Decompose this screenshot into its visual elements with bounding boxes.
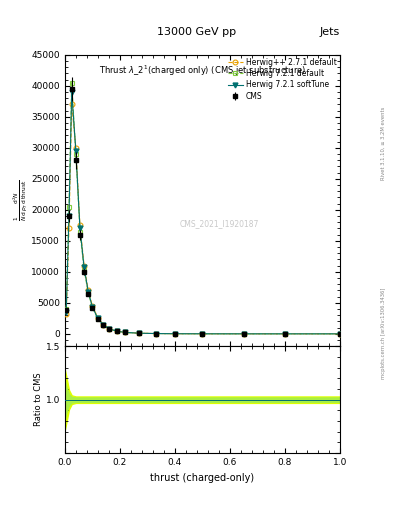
Line: Herwig 7.2.1 default: Herwig 7.2.1 default: [64, 80, 342, 336]
Text: Jets: Jets: [320, 27, 340, 37]
Legend: Herwig++ 2.7.1 default, Herwig 7.2.1 default, Herwig 7.2.1 softTune, CMS: Herwig++ 2.7.1 default, Herwig 7.2.1 def…: [226, 56, 338, 102]
Line: Herwig 7.2.1 softTune: Herwig 7.2.1 softTune: [64, 90, 342, 336]
Herwig 7.2.1 default: [107, 326, 111, 332]
Line: Herwig++ 2.7.1 default: Herwig++ 2.7.1 default: [64, 102, 342, 336]
Herwig++ 2.7.1 default: [107, 326, 111, 332]
Herwig++ 2.7.1 default: [173, 331, 177, 337]
Herwig 7.2.1 softTune: [107, 326, 111, 332]
Herwig 7.2.1 softTune: [78, 225, 83, 231]
Herwig++ 2.7.1 default: [200, 331, 205, 337]
Herwig 7.2.1 default: [241, 331, 246, 337]
Text: mcplots.cern.ch [arXiv:1306.3436]: mcplots.cern.ch [arXiv:1306.3436]: [381, 287, 386, 378]
Herwig++ 2.7.1 default: [86, 287, 90, 293]
Herwig 7.2.1 default: [82, 267, 86, 273]
Text: 13000 GeV pp: 13000 GeV pp: [157, 27, 236, 37]
Herwig 7.2.1 softTune: [101, 322, 106, 328]
Herwig 7.2.1 default: [200, 331, 205, 337]
Text: Rivet 3.1.10, ≥ 3.2M events: Rivet 3.1.10, ≥ 3.2M events: [381, 106, 386, 180]
Herwig++ 2.7.1 default: [69, 101, 74, 108]
Herwig 7.2.1 softTune: [69, 89, 74, 95]
X-axis label: thrust (charged-only): thrust (charged-only): [151, 473, 254, 482]
Herwig++ 2.7.1 default: [82, 263, 86, 269]
Herwig 7.2.1 default: [153, 330, 158, 336]
Herwig 7.2.1 softTune: [90, 304, 95, 310]
Herwig++ 2.7.1 default: [73, 145, 78, 151]
Herwig 7.2.1 default: [64, 306, 69, 312]
Herwig++ 2.7.1 default: [78, 222, 83, 228]
Herwig 7.2.1 softTune: [82, 264, 86, 270]
Herwig++ 2.7.1 default: [123, 329, 128, 335]
Herwig 7.2.1 default: [66, 204, 72, 210]
Herwig++ 2.7.1 default: [90, 303, 95, 309]
Herwig++ 2.7.1 default: [283, 331, 287, 337]
Herwig++ 2.7.1 default: [115, 328, 119, 334]
Herwig++ 2.7.1 default: [101, 322, 106, 328]
Herwig++ 2.7.1 default: [153, 330, 158, 336]
Herwig 7.2.1 default: [69, 80, 74, 86]
Herwig 7.2.1 softTune: [137, 330, 141, 336]
Herwig 7.2.1 softTune: [66, 213, 72, 219]
Herwig 7.2.1 softTune: [86, 289, 90, 295]
Y-axis label: Ratio to CMS: Ratio to CMS: [34, 373, 43, 426]
Herwig 7.2.1 softTune: [283, 331, 287, 337]
Herwig 7.2.1 default: [101, 322, 106, 328]
Herwig 7.2.1 softTune: [241, 331, 246, 337]
Y-axis label: $\frac{1}{N}\frac{\mathrm{d}^2N}{\mathrm{d}\,p_T\,\mathrm{d}\,\mathrm{thrust}}$: $\frac{1}{N}\frac{\mathrm{d}^2N}{\mathrm…: [12, 180, 30, 221]
Herwig 7.2.1 default: [78, 228, 83, 234]
Herwig 7.2.1 default: [338, 331, 342, 337]
Herwig 7.2.1 default: [173, 331, 177, 337]
Herwig 7.2.1 softTune: [338, 331, 342, 337]
Herwig 7.2.1 default: [90, 305, 95, 311]
Herwig 7.2.1 default: [73, 151, 78, 157]
Herwig 7.2.1 softTune: [200, 331, 205, 337]
Herwig++ 2.7.1 default: [95, 315, 100, 321]
Text: CMS_2021_I1920187: CMS_2021_I1920187: [179, 219, 259, 228]
Herwig 7.2.1 softTune: [115, 328, 119, 334]
Herwig 7.2.1 default: [283, 331, 287, 337]
Herwig 7.2.1 softTune: [123, 329, 128, 335]
Herwig++ 2.7.1 default: [64, 311, 69, 317]
Herwig 7.2.1 softTune: [64, 308, 69, 314]
Herwig 7.2.1 softTune: [173, 331, 177, 337]
Herwig 7.2.1 softTune: [153, 330, 158, 336]
Herwig 7.2.1 softTune: [95, 315, 100, 322]
Herwig++ 2.7.1 default: [66, 225, 72, 231]
Herwig++ 2.7.1 default: [241, 331, 246, 337]
Herwig 7.2.1 default: [123, 329, 128, 335]
Herwig 7.2.1 softTune: [73, 148, 78, 154]
Herwig 7.2.1 default: [115, 328, 119, 334]
Herwig++ 2.7.1 default: [137, 330, 141, 336]
Herwig 7.2.1 default: [86, 290, 90, 296]
Herwig++ 2.7.1 default: [338, 331, 342, 337]
Herwig 7.2.1 default: [137, 330, 141, 336]
Herwig 7.2.1 default: [95, 316, 100, 322]
Text: Thrust $\lambda\_2^1$(charged only) (CMS jet substructure): Thrust $\lambda\_2^1$(charged only) (CMS…: [99, 63, 306, 78]
